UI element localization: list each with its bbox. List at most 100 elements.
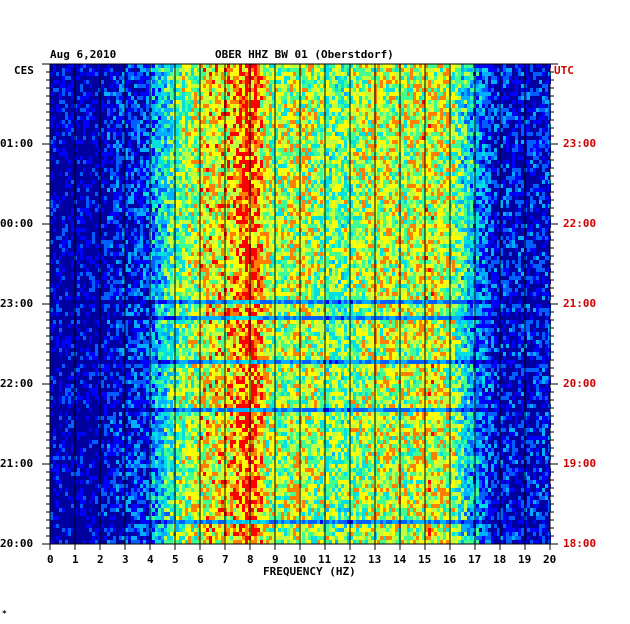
heatmap-cell [242,160,245,164]
heatmap-cell [119,164,122,168]
heatmap-cell [116,172,119,176]
heatmap-cell [452,100,455,104]
heatmap-cell [419,72,422,76]
heatmap-cell [194,64,197,68]
heatmap-cell [392,112,395,116]
heatmap-cell [458,120,461,124]
heatmap-cell [266,100,269,104]
heatmap-cell [197,160,200,164]
heatmap-cell [368,176,371,180]
heatmap-cell [206,184,209,188]
heatmap-cell [233,64,236,68]
heatmap-cell [122,140,125,144]
heatmap-cell [212,156,215,160]
heatmap-cell [371,200,374,204]
heatmap-cell [263,156,266,160]
heatmap-cell [269,140,272,144]
heatmap-cell [236,172,239,176]
heatmap-cell [125,88,128,92]
heatmap-cell [230,64,233,68]
heatmap-cell [422,168,425,172]
heatmap-cell [236,128,239,132]
heatmap-cell [518,116,521,120]
heatmap-cell [404,136,407,140]
heatmap-cell [245,180,248,184]
heatmap-cell [158,72,161,76]
heatmap-cell [155,204,158,208]
heatmap-cell [119,188,122,192]
heatmap-cell [128,144,131,148]
heatmap-cell [320,100,323,104]
heatmap-cell [422,104,425,108]
heatmap-cell [353,96,356,100]
heatmap-cell [215,88,218,92]
heatmap-cell [296,152,299,156]
heatmap-cell [470,148,473,152]
heatmap-cell [161,88,164,92]
heatmap-cell [539,108,542,112]
heatmap-cell [308,192,311,196]
heatmap-cell [236,176,239,180]
heatmap-cell [356,104,359,108]
heatmap-cell [539,92,542,96]
heatmap-cell [434,180,437,184]
heatmap-cell [470,68,473,72]
heatmap-cell [221,76,224,80]
heatmap-cell [230,204,233,208]
heatmap-cell [320,196,323,200]
heatmap-cell [350,104,353,108]
heatmap-cell [425,164,428,168]
heatmap-cell [335,176,338,180]
heatmap-cell [533,116,536,120]
heatmap-cell [317,168,320,172]
heatmap-cell [515,64,518,68]
heatmap-cell [458,160,461,164]
heatmap-cell [407,188,410,192]
heatmap-cell [254,112,257,116]
heatmap-cell [380,128,383,132]
heatmap-cell [257,92,260,96]
heatmap-cell [458,200,461,204]
heatmap-cell [191,84,194,88]
heatmap-cell [401,140,404,144]
heatmap-cell [209,136,212,140]
heatmap-cell [488,160,491,164]
heatmap-cell [518,144,521,148]
heatmap-cell [509,192,512,196]
heatmap-cell [305,192,308,196]
heatmap-cell [131,168,134,172]
heatmap-cell [230,176,233,180]
heatmap-cell [191,172,194,176]
heatmap-cell [509,92,512,96]
heatmap-cell [368,120,371,124]
heatmap-cell [125,104,128,108]
heatmap-cell [215,196,218,200]
heatmap-cell [536,140,539,144]
heatmap-cell [233,204,236,208]
heatmap-cell [467,180,470,184]
heatmap-cell [203,96,206,100]
heatmap-cell [515,132,518,136]
heatmap-cell [161,124,164,128]
heatmap-cell [227,172,230,176]
heatmap-cell [476,84,479,88]
heatmap-cell [80,100,83,104]
heatmap-cell [137,84,140,88]
heatmap-cell [437,176,440,180]
heatmap-cell [227,112,230,116]
heatmap-cell [152,200,155,204]
heatmap-cell [110,112,113,116]
heatmap-cell [221,132,224,136]
heatmap-cell [491,64,494,68]
heatmap-cell [125,172,128,176]
heatmap-cell [68,184,71,188]
heatmap-cell [200,168,203,172]
heatmap-cell [527,124,530,128]
heatmap-cell [245,76,248,80]
heatmap-cell [200,172,203,176]
heatmap-cell [296,84,299,88]
heatmap-cell [350,192,353,196]
heatmap-cell [284,96,287,100]
heatmap-cell [182,152,185,156]
heatmap-cell [338,100,341,104]
